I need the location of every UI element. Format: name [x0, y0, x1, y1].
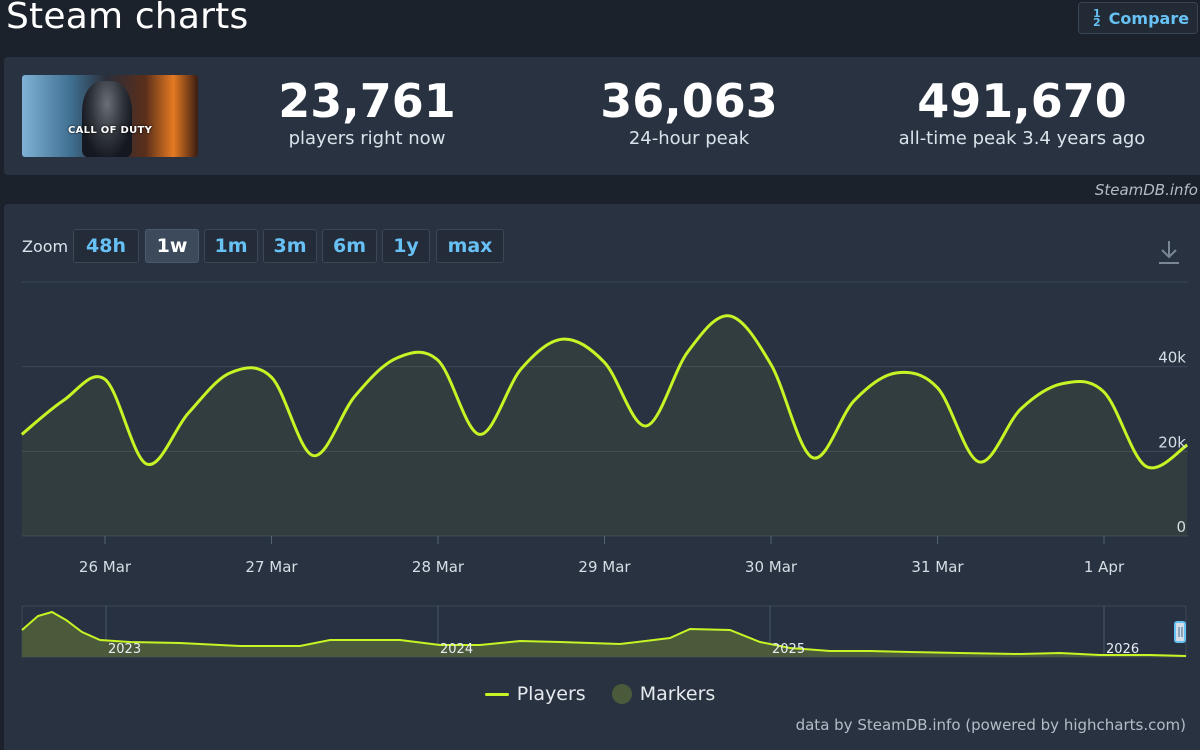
stat-all-time-peak: 491,670 all-time peak 3.4 years ago [892, 74, 1152, 150]
stat-label: 24-hour peak [628, 128, 750, 149]
markers-dot-icon [611, 684, 632, 704]
compare-label: Compare [1108, 8, 1190, 28]
stat-value: 23,761 [278, 74, 456, 128]
zoom-1m-button[interactable]: 1m [204, 229, 258, 263]
legend-item-markers[interactable]: Markers [611, 683, 716, 705]
page-title: Steam charts [6, 0, 249, 37]
players-series-line [20, 314, 1189, 470]
stat-players-now: 23,761 players right now [262, 74, 472, 150]
players-area [21, 315, 1188, 536]
legend-label: Markers [639, 683, 716, 705]
download-icon[interactable] [1157, 239, 1181, 265]
zoom-3m-button[interactable]: 3m [263, 229, 317, 263]
x-tick-label: 26 Mar [79, 558, 132, 576]
legend-item-players[interactable]: Players [484, 683, 586, 705]
cover-soldier-figure [82, 81, 132, 157]
stat-label: all-time peak 3.4 years ago [898, 128, 1146, 149]
x-tick-label: 29 Mar [578, 558, 631, 576]
navigator-year-label: 2024 [440, 642, 473, 657]
players-line-icon [484, 692, 509, 696]
legend-label: Players [516, 683, 586, 705]
navigator-series-line [21, 610, 1187, 657]
zoom-max-button[interactable]: max [436, 229, 504, 263]
navigator-year-label: 2023 [108, 642, 141, 657]
stat-24h-peak: 36,063 24-hour peak [584, 74, 794, 150]
stats-panel: CALL OF DUTY 23,761 players right now 36… [4, 57, 1200, 175]
x-tick-label: 28 Mar [412, 558, 465, 576]
zoom-1y-button[interactable]: 1y [382, 229, 430, 263]
zoom-48h-button[interactable]: 48h [73, 229, 139, 263]
game-logo: CALL OF DUTY [68, 125, 153, 136]
stat-label: players right now [288, 128, 446, 149]
stat-value: 36,063 [600, 74, 778, 128]
x-tick-label: 27 Mar [245, 558, 298, 576]
steamdb-credit[interactable]: SteamDB.info [1094, 181, 1198, 199]
game-cover-image[interactable]: CALL OF DUTY [22, 75, 198, 157]
zoom-1w-button[interactable]: 1w [145, 229, 199, 263]
navigator-handle[interactable] [1174, 621, 1186, 643]
navigator-year-label: 2025 [772, 642, 805, 657]
y-tick-label: 40k [1158, 349, 1186, 367]
x-tick-label: 31 Mar [911, 558, 964, 576]
navigator-area [22, 612, 1186, 657]
chart-panel [4, 204, 1200, 750]
highcharts-credit[interactable]: data by SteamDB.info (powered by highcha… [795, 716, 1186, 734]
zoom-6m-button[interactable]: 6m [322, 229, 377, 263]
navigator-year-label: 2026 [1106, 642, 1139, 657]
x-tick-label: 30 Mar [745, 558, 798, 576]
zoom-label: Zoom [22, 237, 69, 256]
x-tick-label: 1 Apr [1084, 558, 1125, 576]
y-tick-label: 0 [1176, 518, 1186, 536]
chart-legend: Players Markers [0, 683, 1200, 705]
stat-value: 491,670 [917, 74, 1127, 128]
y-tick-label: 20k [1158, 433, 1186, 451]
